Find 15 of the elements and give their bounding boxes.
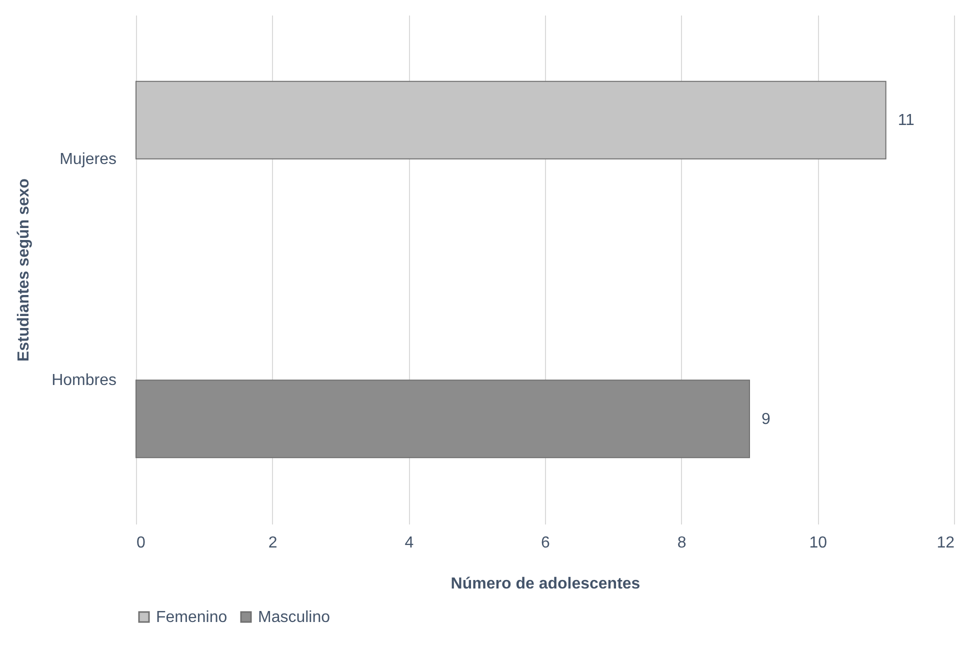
x-tick-label: 6 [541,534,550,552]
data-label: 11 [898,112,915,130]
x-tick-label: 10 [809,534,828,552]
x-tick-label: 8 [677,534,686,552]
x-tick-label: 12 [936,534,955,552]
x-tick-label: 0 [136,534,146,552]
y-tick-label: Hombres [52,372,116,390]
y-tick-label: Mujeres [60,150,116,168]
x-tick-label: 2 [268,534,278,552]
x-axis-title: Número de adolescentes [450,576,640,592]
legend-label: Femenino [156,609,228,626]
legend-label: Masculino [258,609,330,626]
y-axis-title: Estudiantes según sexo [16,178,33,362]
x-tick-label: 4 [404,534,414,552]
data-label: 9 [762,410,770,428]
